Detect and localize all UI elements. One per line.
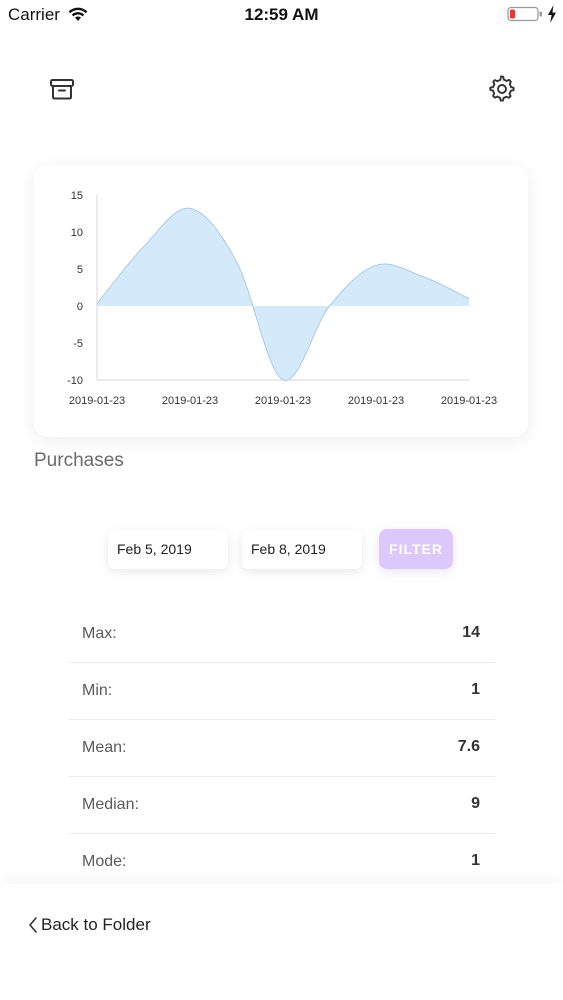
carrier-label: Carrier (8, 5, 60, 24)
x-tick-label: 2019-01-23 (348, 395, 404, 407)
stat-value: 7.6 (457, 738, 480, 755)
bottom-bar (0, 884, 563, 1000)
charging-bolt-icon (548, 5, 556, 23)
stat-row-median: Median: 9 (69, 777, 495, 834)
settings-button[interactable] (484, 71, 518, 105)
stat-label: Mode: (82, 853, 127, 870)
purchases-chart: 15 10 5 0 -5 -10 2019-01-23 2019-01-23 2019-01-2… (67, 190, 497, 407)
battery-low-icon (507, 6, 542, 22)
stat-label: Mean: (82, 739, 127, 756)
y-tick-label: 0 (77, 301, 83, 313)
stat-label: Median: (82, 796, 139, 813)
back-to-folder-label: Back to Folder (41, 915, 151, 934)
gear-icon (489, 75, 515, 102)
stat-row-min: Min: 1 (69, 663, 495, 720)
y-tick-label: 5 (77, 264, 83, 276)
stat-label: Max: (82, 625, 117, 642)
chevron-left-icon (29, 917, 37, 933)
stat-value: 14 (462, 624, 480, 641)
stat-value: 1 (471, 852, 480, 869)
x-tick-label: 2019-01-23 (441, 395, 497, 407)
y-tick-label: -10 (67, 375, 83, 387)
y-tick-label: 10 (71, 227, 83, 239)
stat-row-max: Max: 14 (69, 606, 495, 663)
stat-row-mode: Mode: 1 (69, 834, 495, 890)
x-tick-label: 2019-01-23 (69, 395, 125, 407)
x-tick-label: 2019-01-23 (255, 395, 311, 407)
back-to-folder-button[interactable]: Back to Folder (28, 913, 151, 937)
stat-value: 9 (471, 795, 480, 812)
y-tick-label: -5 (73, 338, 83, 350)
filter-button[interactable]: FILTER (379, 529, 453, 569)
start-date-input[interactable]: Feb 5, 2019 (108, 530, 228, 569)
x-tick-label: 2019-01-23 (162, 395, 218, 407)
wifi-icon (68, 7, 88, 21)
end-date-input[interactable]: Feb 8, 2019 (242, 530, 362, 569)
stats-list: Max: 14 Min: 1 Mean: 7.6 Median: 9 Mode:… (69, 606, 495, 890)
stat-row-mean: Mean: 7.6 (69, 720, 495, 777)
series-line (96, 207, 470, 381)
status-bar: Carrier 12:59 AM (0, 0, 563, 30)
series-area (97, 208, 469, 381)
chart-card: 15 10 5 0 -5 -10 2019-01-23 2019-01-23 2019-01-2… (34, 165, 528, 437)
chart-caption: Purchases (34, 450, 124, 471)
archive-icon (50, 79, 74, 100)
y-tick-label: 15 (71, 190, 83, 202)
stat-label: Min: (82, 682, 113, 699)
status-time: 12:59 AM (244, 5, 319, 24)
archive-button[interactable] (45, 72, 79, 106)
stat-value: 1 (471, 681, 480, 698)
